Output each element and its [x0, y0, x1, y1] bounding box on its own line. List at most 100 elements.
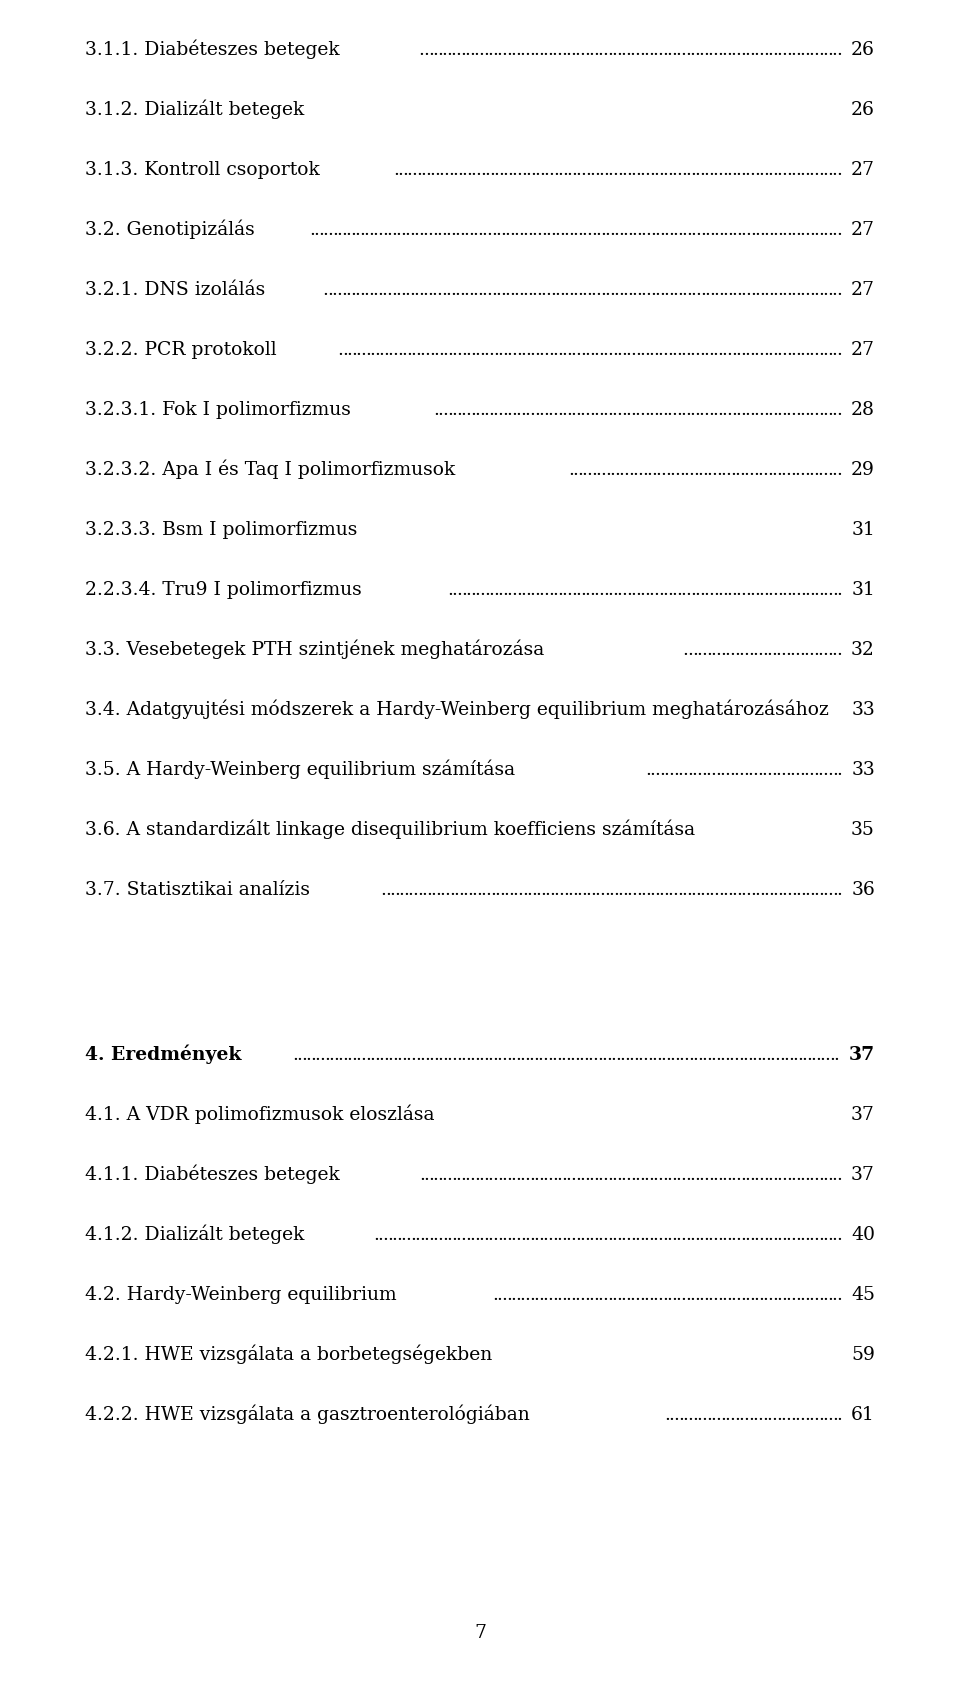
Text: .: . [377, 1224, 384, 1243]
Text: .: . [387, 1224, 393, 1243]
Text: .: . [786, 220, 792, 239]
Text: .: . [758, 341, 764, 358]
Text: .: . [582, 461, 588, 479]
Text: .: . [346, 281, 351, 299]
Text: .: . [500, 281, 506, 299]
Text: .: . [456, 1046, 462, 1063]
Text: .: . [643, 40, 649, 59]
Text: .: . [661, 1285, 668, 1304]
Text: .: . [653, 40, 659, 59]
Text: .: . [695, 281, 701, 299]
Text: .: . [733, 1404, 740, 1423]
Text: .: . [804, 1404, 809, 1423]
Text: .: . [809, 580, 815, 599]
Text: .: . [338, 1046, 344, 1063]
Text: .: . [465, 1046, 470, 1063]
Text: .: . [595, 281, 601, 299]
Text: .: . [654, 161, 660, 178]
Text: .: . [637, 1046, 643, 1063]
Text: .: . [804, 40, 810, 59]
Text: .: . [767, 40, 774, 59]
Text: .: . [712, 1166, 718, 1184]
Text: .: . [808, 400, 814, 419]
Text: .: . [492, 400, 498, 419]
Text: .: . [836, 880, 842, 898]
Text: .: . [678, 1404, 684, 1423]
Text: .: . [494, 880, 500, 898]
Text: .: . [598, 1224, 604, 1243]
Text: .: . [809, 880, 815, 898]
Text: .: . [297, 1046, 302, 1063]
Text: .: . [659, 281, 664, 299]
Text: .: . [718, 880, 724, 898]
Text: .: . [758, 1285, 764, 1304]
Text: .: . [689, 1285, 695, 1304]
Text: .: . [645, 281, 651, 299]
Text: .: . [409, 281, 415, 299]
Text: .: . [590, 880, 596, 898]
Text: .: . [465, 1166, 470, 1184]
Text: .: . [452, 341, 458, 358]
Text: .: . [412, 880, 419, 898]
Text: .: . [506, 1046, 512, 1063]
Text: .: . [396, 281, 401, 299]
Text: .: . [547, 400, 554, 419]
Text: .: . [795, 281, 801, 299]
Text: .: . [781, 400, 787, 419]
Text: .: . [831, 1224, 837, 1243]
Text: .: . [763, 281, 769, 299]
Text: .: . [648, 1285, 654, 1304]
Text: .: . [466, 400, 471, 419]
Text: .: . [760, 1046, 766, 1063]
Text: 3.2.3.2. Apa I és Taq I polimorfizmusok: 3.2.3.2. Apa I és Taq I polimorfizmusok [85, 459, 455, 479]
Text: .: . [772, 461, 778, 479]
Text: 3.4. Adatgyujtési módszerek a Hardy-Weinberg equilibrium meghatározásához: 3.4. Adatgyujtési módszerek a Hardy-Wein… [85, 700, 828, 718]
Text: .: . [733, 641, 740, 659]
Text: .: . [580, 1224, 586, 1243]
Text: .: . [488, 400, 494, 419]
Text: .: . [780, 461, 786, 479]
Text: .: . [713, 220, 719, 239]
Text: .: . [712, 1224, 718, 1243]
Text: .: . [781, 580, 787, 599]
Text: .: . [482, 281, 488, 299]
Text: .: . [662, 341, 668, 358]
Text: .: . [772, 1166, 778, 1184]
Text: .: . [437, 1166, 443, 1184]
Text: .: . [434, 161, 440, 178]
Text: .: . [831, 461, 837, 479]
Text: .: . [478, 1224, 485, 1243]
Text: .: . [612, 400, 617, 419]
Text: .: . [800, 161, 805, 178]
Text: .: . [745, 220, 751, 239]
Text: .: . [786, 880, 792, 898]
Text: .: . [828, 1046, 834, 1063]
Text: .: . [818, 40, 824, 59]
Text: .: . [650, 880, 656, 898]
Text: .: . [469, 1224, 475, 1243]
Text: .: . [704, 580, 709, 599]
Text: .: . [349, 281, 356, 299]
Text: .: . [621, 580, 627, 599]
Text: .: . [712, 1285, 718, 1304]
Text: .: . [565, 1285, 571, 1304]
Text: .: . [472, 220, 478, 239]
Text: .: . [676, 341, 682, 358]
Text: .: . [534, 341, 540, 358]
Text: .: . [460, 1224, 467, 1243]
Text: .: . [414, 281, 420, 299]
Text: .: . [447, 341, 453, 358]
Text: .: . [772, 1285, 778, 1304]
Text: .: . [777, 281, 783, 299]
Text: .: . [341, 281, 347, 299]
Text: .: . [432, 220, 438, 239]
Text: .: . [478, 1046, 485, 1063]
Text: .: . [520, 400, 526, 419]
Text: .: . [632, 281, 637, 299]
Text: .: . [720, 1404, 726, 1423]
Text: .: . [571, 161, 577, 178]
Text: .: . [436, 281, 443, 299]
Text: .: . [512, 580, 517, 599]
Text: .: . [537, 281, 542, 299]
Text: .: . [592, 1046, 598, 1063]
